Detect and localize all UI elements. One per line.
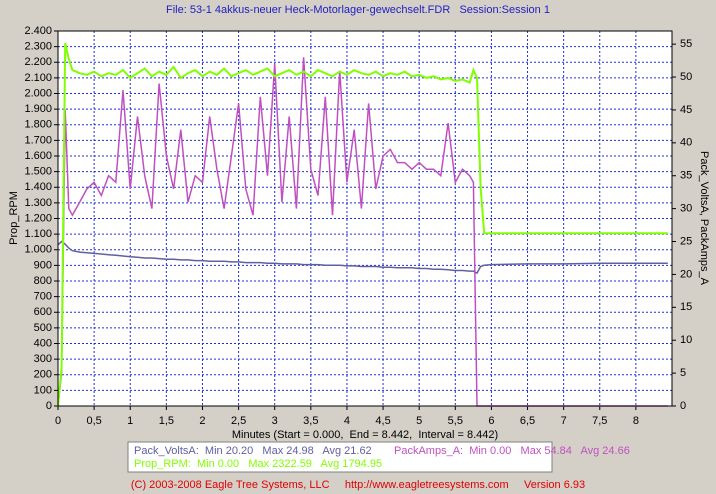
y-tick-label: 0	[46, 400, 52, 412]
y-tick-label: 1.300	[24, 197, 52, 209]
y2-tick-label: 45	[680, 104, 692, 116]
y-tick-label: 400	[34, 337, 52, 349]
y-tick-label: 1.500	[24, 166, 52, 178]
y-tick-label: 1.400	[24, 181, 52, 193]
series-line	[57, 57, 668, 407]
y-tick-label: 300	[34, 353, 52, 365]
legend-box	[127, 441, 553, 473]
y2-tick-label: 0	[680, 400, 686, 412]
x-axis-label: Minutes (Start = 0.000, End = 8.442, Int…	[232, 429, 498, 441]
y2-tick-label: 25	[680, 235, 692, 247]
x-tick-label: 1,5	[159, 415, 174, 427]
y-tick-label: 700	[34, 291, 52, 303]
x-tick-label: 2	[199, 415, 205, 427]
y2-tick-label: 35	[680, 170, 692, 182]
legend-entry: Prop_RPM: Min 0.00 Max 2322.59 Avg 1794.…	[134, 458, 382, 470]
x-tick-label: 5,5	[448, 415, 463, 427]
footer: (C) 2003-2008 Eagle Tree Systems, LLC ht…	[131, 479, 585, 491]
x-tick-label: 7,5	[592, 415, 607, 427]
y2-tick-label: 30	[680, 203, 692, 215]
y-tick-label: 1.000	[24, 244, 52, 256]
x-tick-label: 8	[633, 415, 639, 427]
x-tick-label: 7	[561, 415, 567, 427]
x-tick-label: 4	[344, 415, 350, 427]
y-tick-label: 500	[34, 322, 52, 334]
legend-name: Pack_VoltsA	[134, 445, 196, 457]
x-tick-label: 0	[55, 415, 61, 427]
y-tick-label: 1.700	[24, 134, 52, 146]
y-tick-label: 2.200	[24, 56, 52, 68]
x-tick-label: 3,5	[303, 415, 318, 427]
series-line	[57, 240, 668, 275]
y-tick-label: 600	[34, 306, 52, 318]
y-tick-label: 1.800	[24, 119, 52, 131]
y-tick-label: 200	[34, 369, 52, 381]
y2-axis-label: Pack_VoltsA, PackAmps_A	[698, 151, 710, 286]
y-tick-label: 2.400	[24, 25, 52, 37]
y2-tick-label: 40	[680, 137, 692, 149]
legend-name: PackAmps_A	[394, 445, 461, 457]
x-tick-label: 3	[272, 415, 278, 427]
legend-stats: : Min 0.00 Max 2322.59 Avg 1794.95	[188, 458, 382, 470]
legend-stats: : Min 0.00 Max 54.84 Avg 24.66	[460, 445, 630, 457]
x-tick-label: 2,5	[231, 415, 246, 427]
legend-entry: PackAmps_A: Min 0.00 Max 54.84 Avg 24.66	[394, 445, 630, 457]
plot-border	[57, 30, 673, 407]
y-tick-label: 1.600	[24, 150, 52, 162]
y-tick-label: 2.100	[24, 72, 52, 84]
y-tick-label: 1.100	[24, 228, 52, 240]
y-tick-label: 2.000	[24, 87, 52, 99]
x-tick-label: 4,5	[375, 415, 390, 427]
x-tick-label: 6,5	[520, 415, 535, 427]
legend-stats: : Min 20.20 Max 24.98 Avg 21.62	[196, 445, 372, 457]
y-tick-label: 100	[34, 384, 52, 396]
x-tick-label: 1	[127, 415, 133, 427]
y-tick-label: 2.300	[24, 41, 52, 53]
y-tick-label: 800	[34, 275, 52, 287]
legend-entry: Pack_VoltsA: Min 20.20 Max 24.98 Avg 21.…	[134, 445, 372, 457]
x-tick-label: 5	[416, 415, 422, 427]
y2-tick-label: 10	[680, 334, 692, 346]
y2-tick-label: 20	[680, 268, 692, 280]
x-tick-label: 0,5	[86, 415, 101, 427]
chart-title: File: 53-1 4akkus-neuer Heck-Motorlager-…	[166, 4, 550, 16]
y2-tick-label: 55	[680, 38, 692, 50]
y-axis-label: Prop_RPM	[8, 191, 20, 245]
y-tick-label: 1.200	[24, 212, 52, 224]
y2-tick-label: 5	[680, 367, 686, 379]
y-tick-label: 1.900	[24, 103, 52, 115]
x-tick-label: 6	[488, 415, 494, 427]
y-tick-label: 900	[34, 259, 52, 271]
series-line	[57, 42, 668, 407]
legend-name: Prop_RPM	[134, 458, 188, 470]
y2-tick-label: 50	[680, 71, 692, 83]
y2-tick-label: 15	[680, 301, 692, 313]
